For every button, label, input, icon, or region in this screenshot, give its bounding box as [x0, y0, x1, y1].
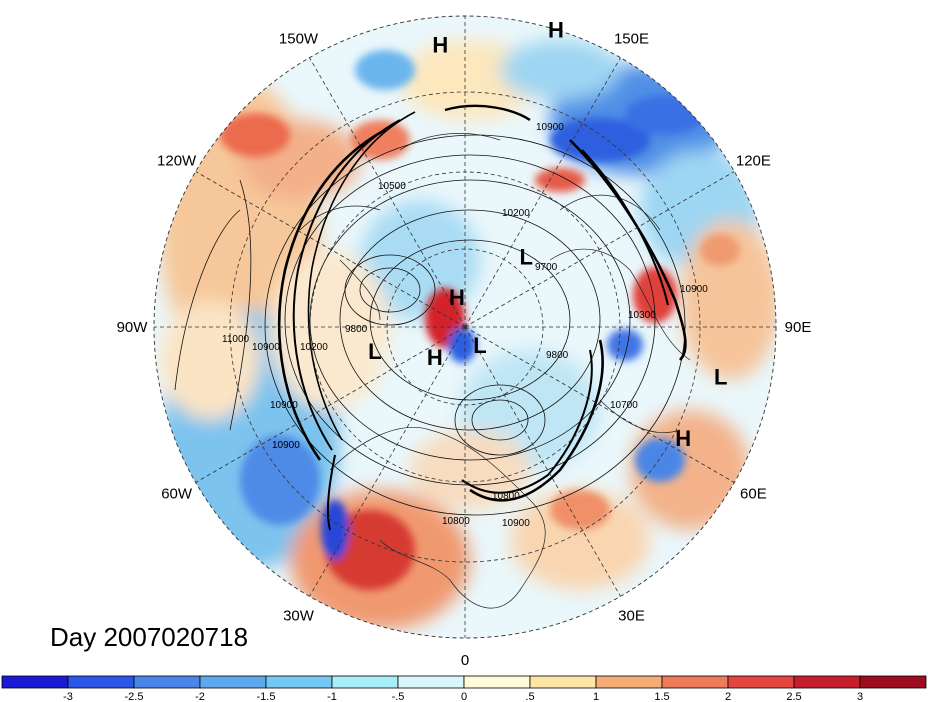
day-label: Day 2007020718 — [50, 622, 248, 652]
contour-label: 10900 — [680, 284, 708, 295]
colorbar-swatch — [265, 675, 333, 689]
height-contours — [174, 134, 686, 516]
contour-label: 9800 — [546, 350, 569, 361]
contour-label: 10800 — [442, 516, 470, 527]
longitude-label: 0 — [461, 652, 469, 669]
longitude-label: 60W — [161, 486, 193, 503]
longitude-label-group: 90E 60E 30E 0 30W 60W 90W 120W 150W 180 150E 120E — [117, 0, 812, 669]
contour-label: 10700 — [610, 400, 638, 411]
coastlines — [299, 133, 691, 609]
longitude-label: 120E — [736, 153, 771, 170]
meridian-line — [464, 57, 621, 328]
contour-label: 9700 — [535, 262, 558, 273]
contour-label: 10900 — [502, 518, 530, 529]
meridian-line — [309, 57, 466, 328]
colorbar-swatch — [727, 675, 795, 689]
colorbar-tick-label: 1 — [593, 691, 599, 702]
longitude-label: 30W — [283, 607, 315, 624]
contour-label: 10800 — [492, 491, 520, 502]
meridian-line — [464, 171, 735, 328]
colorbar-tick-label: 3 — [857, 691, 863, 702]
longitude-label: 90W — [117, 319, 149, 336]
contour-label: 10900 — [536, 122, 564, 133]
meridian-line — [464, 326, 621, 597]
colorbar-swatch — [1, 675, 69, 689]
meridian-line — [464, 326, 735, 483]
colorbar-tick-label: -3 — [63, 691, 73, 702]
meridian-line — [195, 171, 466, 328]
longitude-label: 60E — [740, 486, 767, 503]
colorbar-swatch — [199, 675, 267, 689]
longitude-label: 120W — [157, 153, 197, 170]
meridian-line — [309, 326, 466, 597]
colorbar-tick-label: .5 — [525, 691, 534, 702]
high-pressure-label: H — [449, 285, 465, 310]
low-pressure-label: L — [714, 365, 727, 390]
anomaly-field — [154, 16, 776, 638]
colorbar-tick-label: 0 — [461, 691, 467, 702]
contour-label: 10300 — [628, 310, 656, 321]
colorbar-tick-label: 2 — [725, 691, 731, 702]
contour-label: 10900 — [252, 342, 280, 353]
high-pressure-label: H — [432, 32, 448, 57]
low-pressure-label: L — [368, 339, 381, 364]
longitude-label: 30E — [618, 607, 645, 624]
contour-label-group: 10900 10500 10200 9700 9800 9800 10300 1… — [222, 122, 708, 529]
jet-contours — [277, 104, 687, 531]
high-pressure-label: H — [675, 426, 691, 451]
colorbar-tick-label: -1 — [327, 691, 337, 702]
contour-label: 10200 — [300, 342, 328, 353]
colorbar-tick-label: -1.5 — [257, 691, 276, 702]
contour-label: 10500 — [378, 181, 406, 192]
contour-label: 9800 — [345, 324, 368, 335]
map-boundary — [153, 15, 777, 639]
colorbar-tick-label: -2.5 — [125, 691, 144, 702]
colorbar-tick-label: 1.5 — [654, 691, 669, 702]
colorbar-swatch — [331, 675, 399, 689]
contour-label: 10900 — [270, 400, 298, 411]
colorbar-swatch — [133, 675, 201, 689]
colorbar-swatch — [463, 675, 531, 689]
meridian-line — [195, 326, 466, 483]
colorbar-tick-label: 2.5 — [786, 691, 801, 702]
contour-label: 11000 — [222, 334, 250, 345]
longitude-label: 150W — [279, 31, 319, 48]
colorbar-tick-label: -.5 — [392, 691, 405, 702]
low-pressure-label: L — [473, 333, 486, 358]
colorbar-tick-label: -2 — [195, 691, 205, 702]
colorbar-swatch — [661, 675, 729, 689]
longitude-label: 150E — [614, 31, 649, 48]
colorbar-swatch — [793, 675, 861, 689]
colorbar-swatch — [529, 675, 597, 689]
longitude-label: 90E — [785, 319, 812, 336]
colorbar-swatch — [67, 675, 135, 689]
high-pressure-label: H — [548, 18, 564, 43]
low-pressure-label: L — [519, 245, 532, 270]
colorbar-swatch — [859, 675, 927, 689]
longitude-label: 180 — [452, 0, 477, 3]
colorbar-swatch — [397, 675, 465, 689]
colorbar: -3 -2.5 -2 -1.5 -1 -.5 0 .5 1 1.5 2 2.5 3 — [1, 675, 927, 702]
contour-label: 10900 — [272, 440, 300, 451]
contour-label: 10200 — [502, 208, 530, 219]
colorbar-swatch — [595, 675, 663, 689]
high-pressure-label: H — [427, 345, 443, 370]
graticule — [154, 16, 776, 638]
